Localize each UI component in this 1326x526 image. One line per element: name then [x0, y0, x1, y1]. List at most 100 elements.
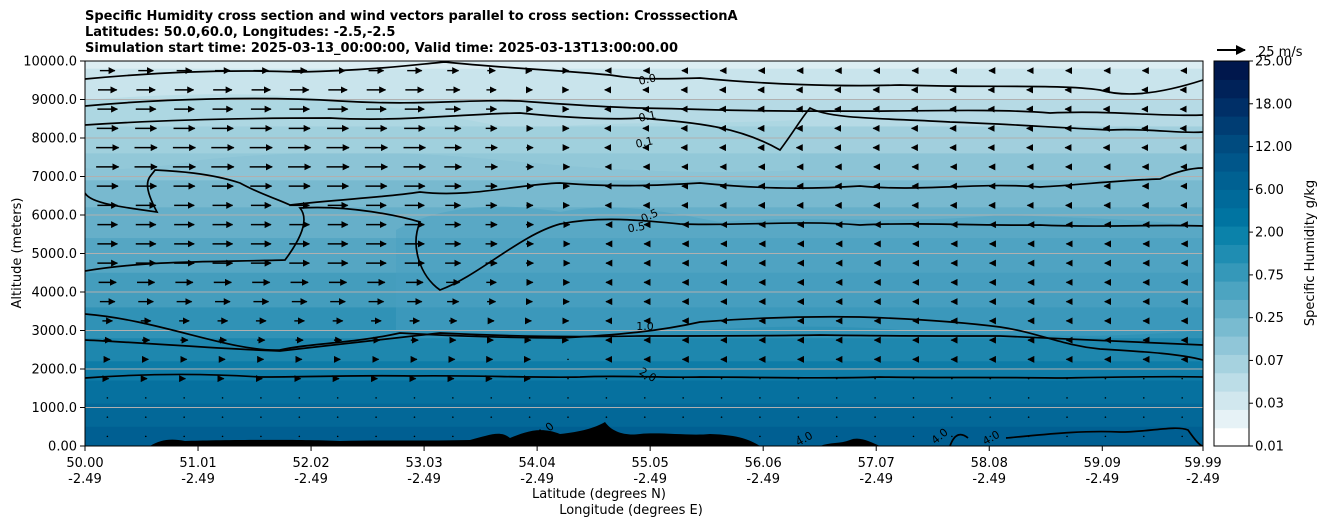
- humidity-band-13: [85, 403, 1203, 428]
- wind-vector: [1027, 377, 1030, 380]
- wind-vector: [1066, 435, 1068, 438]
- wind-vector: [643, 397, 646, 399]
- wind-vector: [912, 416, 915, 418]
- x-tick-label-lon: -2.49: [407, 472, 441, 487]
- colorbar-swatch: [1214, 189, 1249, 209]
- wind-vector: [221, 397, 224, 399]
- humidity-band-12: [85, 380, 1203, 405]
- wind-vector: [336, 397, 339, 399]
- wind-vector: [336, 416, 339, 418]
- wind-vector: [720, 435, 723, 438]
- wind-vector: [951, 416, 953, 418]
- wind-vector: [490, 416, 493, 418]
- wind-vector: [643, 435, 646, 438]
- y-tick-label: 1000.0: [32, 401, 78, 416]
- wind-vector: [720, 416, 723, 418]
- colorbar-tick-label: 6.00: [1255, 183, 1284, 198]
- wind-vector: [1181, 377, 1183, 380]
- colorbar-swatch: [1214, 427, 1249, 447]
- colorbar-swatch: [1214, 116, 1249, 135]
- colorbar: 0.01 0.03 0.07 0.25 0.75 2.00 6.00 12.00 18.00 25…: [1213, 55, 1292, 455]
- contour-line-8: [949, 427, 1203, 446]
- colorbar-frame: [1213, 60, 1250, 447]
- wind-vector: [1066, 416, 1068, 418]
- wind-vector: [298, 435, 301, 438]
- wind-vector: [1027, 397, 1030, 399]
- wind-vector: [260, 416, 262, 418]
- contour-line-2: [85, 106, 1203, 152]
- x-tick-label-lon: -2.49: [520, 472, 554, 487]
- wind-vector: [375, 435, 377, 438]
- y-tick-label: 6000.0: [32, 209, 78, 224]
- wind-vector: [759, 416, 761, 418]
- contour-line-7: [85, 373, 1203, 379]
- humidity-band-5: [85, 180, 1203, 208]
- wind-vector: [1142, 416, 1145, 418]
- colorbar-swatch: [1214, 336, 1249, 355]
- wind-vector: [797, 416, 800, 418]
- x-tick-label-lat: 50.00: [66, 456, 103, 471]
- contour-label: 0.5: [627, 220, 646, 236]
- colorbar-tick-label: 0.03: [1255, 397, 1284, 412]
- wind-vector: [567, 358, 569, 361]
- grid-lines: [85, 99, 1203, 408]
- wind-vector: [759, 435, 761, 438]
- y-tick-label: 10000.0: [23, 55, 77, 70]
- colorbar-tick-label: 0.25: [1255, 311, 1284, 326]
- wind-vector: [682, 397, 684, 399]
- wind-vector: [605, 435, 608, 438]
- terrain: [85, 422, 1203, 446]
- wind-vector: [759, 397, 761, 399]
- colorbar-swatch: [1214, 61, 1249, 80]
- wind-vector: [797, 435, 800, 438]
- contour-line-4: [85, 206, 1203, 291]
- wind-vector: [375, 397, 377, 399]
- wind-vector: [874, 377, 876, 380]
- colorbar-swatch: [1214, 409, 1249, 429]
- wind-vector: [797, 377, 800, 380]
- wind-vector: [643, 416, 646, 418]
- wind-vector: [1181, 416, 1183, 418]
- x-tick-label-lon: -2.49: [1085, 472, 1119, 487]
- y-tick-label: 0.00: [48, 440, 77, 455]
- colorbar-tick-label: 0.75: [1255, 268, 1284, 283]
- wind-vector: [1027, 435, 1030, 438]
- wind-vector: [1104, 377, 1107, 380]
- wind-vector: [1104, 435, 1107, 438]
- wind-vector: [1104, 416, 1107, 418]
- wind-vector: [989, 416, 992, 418]
- wind-vector: [912, 435, 915, 438]
- x-axis-label-latitude: Latitude (degrees N): [532, 487, 666, 502]
- wind-vector: [912, 377, 915, 380]
- wind-vector: [144, 435, 147, 438]
- humidity-band-2: [85, 99, 1203, 127]
- x-tick-label-lat: 53.03: [405, 456, 442, 471]
- colorbar-swatch: [1214, 391, 1249, 410]
- colorbar-tick-label: 18.00: [1255, 97, 1292, 112]
- colorbar-label: Specific Humidity g/kg: [1303, 180, 1318, 326]
- wind-vector: [989, 377, 992, 380]
- colorbar-tick-label: 25.00: [1255, 55, 1292, 70]
- colorbar-swatch: [1214, 134, 1249, 154]
- wind-vector: [528, 397, 531, 399]
- y-tick-label: 8000.0: [32, 132, 78, 147]
- colorbar-swatch: [1214, 262, 1249, 282]
- wind-vector: [682, 416, 684, 418]
- x-tick-label-lon: -2.49: [68, 472, 102, 487]
- wind-vector: [1104, 397, 1107, 399]
- wind-vector: [989, 435, 992, 438]
- wind-vector: [413, 416, 416, 418]
- wind-vector: [144, 416, 147, 418]
- contour-line-6: [85, 332, 1203, 352]
- colorbar-swatch: [1214, 317, 1249, 337]
- wind-vector: [490, 397, 493, 399]
- wind-vector: [567, 435, 569, 438]
- wind-vector: [452, 416, 454, 418]
- colorbar-swatch: [1214, 171, 1249, 190]
- title-line-1: Specific Humidity cross section and wind…: [85, 9, 738, 24]
- x-tick-label-lon: -2.49: [1186, 472, 1220, 487]
- colorbar-swatch: [1214, 226, 1249, 245]
- contour-line-1: [85, 97, 1203, 117]
- wind-vector: [835, 416, 838, 418]
- x-tick-label-lat: 54.04: [519, 456, 556, 471]
